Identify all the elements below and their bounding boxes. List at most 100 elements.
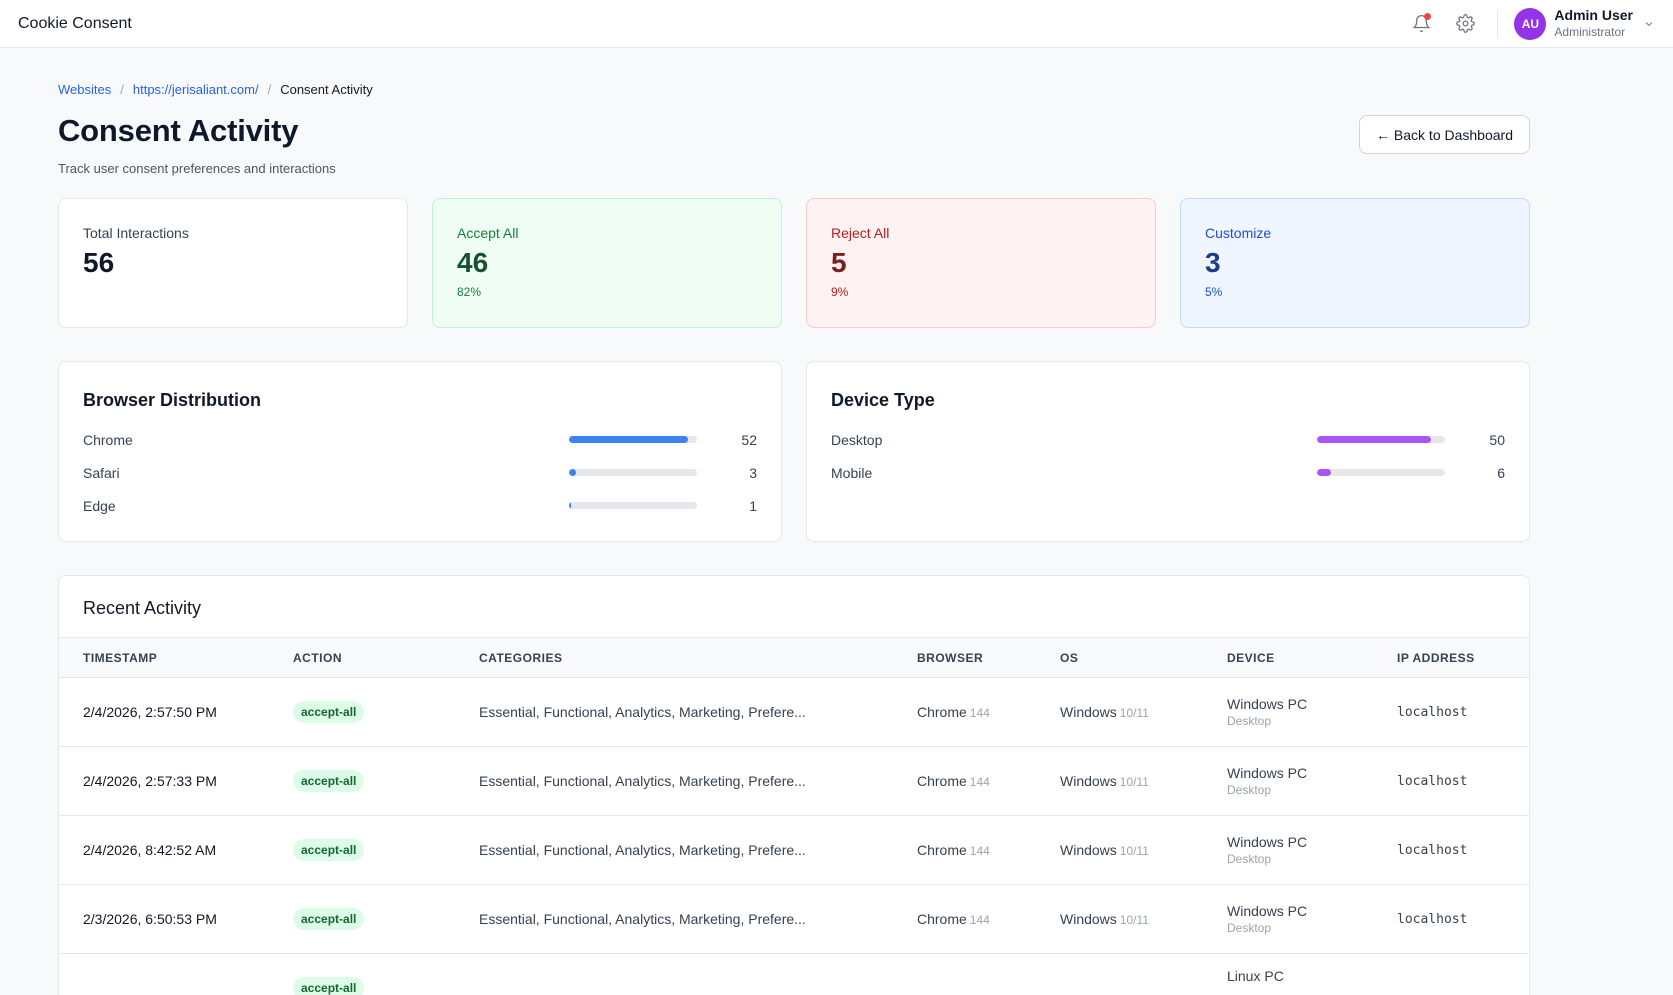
dist-row: Desktop 50 — [831, 423, 1505, 456]
breadcrumb-websites[interactable]: Websites — [58, 82, 111, 97]
cell-action: accept-all — [293, 678, 479, 747]
os-name: Windows — [1060, 842, 1117, 858]
table-header-row: TIMESTAMP ACTION CATEGORIES BROWSER OS D… — [59, 638, 1529, 678]
cell-categories: Essential, Functional, Analytics, Market… — [479, 678, 917, 747]
breadcrumb-website-url[interactable]: https://jerisaliant.com/ — [133, 82, 259, 97]
progress-bar — [1317, 469, 1445, 476]
breadcrumb-separator: / — [120, 82, 124, 97]
header-divider — [1497, 10, 1498, 38]
stat-card-reject-all: Reject All 5 9% — [806, 198, 1156, 328]
dist-label: Desktop — [831, 432, 1317, 448]
cell-device: Windows PC Desktop — [1227, 885, 1397, 954]
stats-row: Total Interactions 56 Accept All 46 82% … — [58, 198, 1530, 328]
column-header-device[interactable]: DEVICE — [1227, 638, 1397, 678]
column-header-os[interactable]: OS — [1060, 638, 1227, 678]
stat-value: 56 — [83, 247, 383, 279]
stat-label: Total Interactions — [83, 225, 383, 241]
dist-label: Safari — [83, 465, 569, 481]
table-row[interactable]: 2/4/2026, 2:57:50 PM accept-all Essentia… — [59, 678, 1529, 747]
device-type: Desktop — [1227, 783, 1397, 797]
cell-os — [1060, 954, 1227, 995]
card-title: Recent Activity — [59, 576, 1529, 637]
main-content: Websites / https://jerisaliant.com/ / Co… — [58, 48, 1530, 995]
dist-row: Mobile 6 — [831, 456, 1505, 489]
table-row[interactable]: accept-all Linux PC — [59, 954, 1529, 995]
card-title: Device Type — [831, 390, 1505, 411]
action-badge: accept-all — [293, 701, 364, 723]
stat-card-accept-all: Accept All 46 82% — [432, 198, 782, 328]
progress-fill — [569, 436, 688, 443]
dist-row: Chrome 52 — [83, 423, 757, 456]
page-header: Consent Activity Track user consent pref… — [58, 113, 1530, 176]
cell-action: accept-all — [293, 954, 479, 995]
device-name: Windows PC — [1227, 834, 1397, 850]
column-header-action[interactable]: ACTION — [293, 638, 479, 678]
os-version: 10/11 — [1120, 706, 1149, 720]
progress-bar — [569, 436, 697, 443]
action-badge: accept-all — [293, 908, 364, 930]
device-name: Windows PC — [1227, 903, 1397, 919]
user-menu[interactable]: AU Admin User Administrator — [1514, 8, 1655, 40]
browser-distribution-card: Browser Distribution Chrome 52 Safari 3 … — [58, 361, 782, 542]
cell-timestamp: 2/4/2026, 2:57:33 PM — [59, 747, 293, 816]
os-name: Windows — [1060, 773, 1117, 789]
os-version: 10/11 — [1120, 775, 1149, 789]
user-name: Admin User — [1554, 8, 1633, 23]
stat-percent: 5% — [1205, 285, 1505, 299]
column-header-ip[interactable]: IP ADDRESS — [1397, 638, 1529, 678]
distribution-row: Browser Distribution Chrome 52 Safari 3 … — [58, 361, 1530, 542]
cell-timestamp — [59, 954, 293, 995]
stat-value: 5 — [831, 247, 1131, 279]
stat-label: Accept All — [457, 225, 757, 241]
cell-ip: localhost — [1397, 747, 1529, 816]
table-row[interactable]: 2/4/2026, 2:57:33 PM accept-all Essentia… — [59, 747, 1529, 816]
page-heading: Consent Activity Track user consent pref… — [58, 113, 336, 176]
browser-version: 144 — [970, 775, 990, 789]
device-type-card: Device Type Desktop 50 Mobile 6 — [806, 361, 1530, 542]
browser-name: Chrome — [917, 704, 967, 720]
stat-percent: 9% — [831, 285, 1131, 299]
table-row[interactable]: 2/3/2026, 6:50:53 PM accept-all Essentia… — [59, 885, 1529, 954]
device-type: Desktop — [1227, 921, 1397, 935]
device-name: Windows PC — [1227, 765, 1397, 781]
os-version: 10/11 — [1120, 844, 1149, 858]
table-row[interactable]: 2/4/2026, 8:42:52 AM accept-all Essentia… — [59, 816, 1529, 885]
cell-ip: localhost — [1397, 885, 1529, 954]
dist-count: 50 — [1445, 432, 1505, 448]
avatar: AU — [1514, 8, 1546, 40]
device-type: Desktop — [1227, 852, 1397, 866]
browser-version: 144 — [970, 706, 990, 720]
settings-button[interactable] — [1451, 10, 1479, 38]
stat-value: 46 — [457, 247, 757, 279]
device-name: Windows PC — [1227, 696, 1397, 712]
top-bar-actions: AU Admin User Administrator — [1391, 0, 1655, 48]
back-to-dashboard-button[interactable]: ← Back to Dashboard — [1359, 115, 1530, 154]
notification-dot — [1424, 13, 1431, 20]
dist-row: Edge 1 — [83, 489, 757, 522]
column-header-timestamp[interactable]: TIMESTAMP — [59, 638, 293, 678]
dist-label: Mobile — [831, 465, 1317, 481]
cell-categories: Essential, Functional, Analytics, Market… — [479, 816, 917, 885]
progress-fill — [569, 502, 571, 509]
device-type: Desktop — [1227, 714, 1397, 728]
dist-row: Safari 3 — [83, 456, 757, 489]
progress-fill — [1317, 436, 1431, 443]
notifications-button[interactable] — [1407, 10, 1435, 38]
browser-version: 144 — [970, 844, 990, 858]
cell-action: accept-all — [293, 816, 479, 885]
os-name: Windows — [1060, 704, 1117, 720]
column-header-categories[interactable]: CATEGORIES — [479, 638, 917, 678]
action-badge: accept-all — [293, 839, 364, 861]
stat-card-customize: Customize 3 5% — [1180, 198, 1530, 328]
cell-ip: localhost — [1397, 678, 1529, 747]
user-info: Admin User Administrator — [1554, 8, 1633, 39]
cell-timestamp: 2/4/2026, 2:57:50 PM — [59, 678, 293, 747]
column-header-browser[interactable]: BROWSER — [917, 638, 1060, 678]
breadcrumb-separator: / — [268, 82, 272, 97]
